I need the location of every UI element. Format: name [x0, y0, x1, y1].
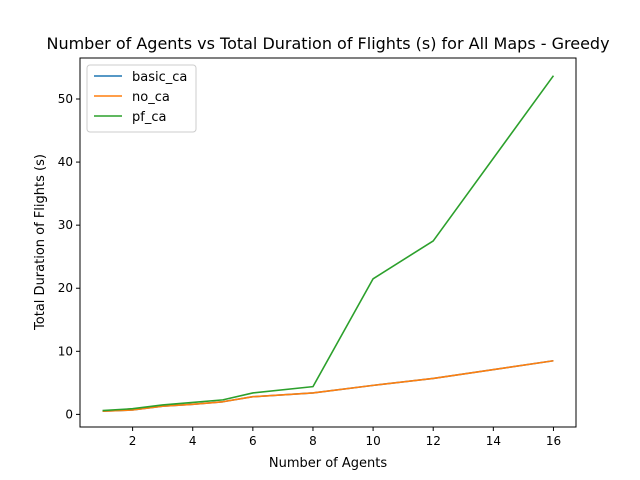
y-tick-label: 40	[58, 155, 73, 169]
series-line-pf-ca	[102, 75, 555, 412]
chart-title: Number of Agents vs Total Duration of Fl…	[46, 34, 609, 53]
series-lines	[102, 75, 555, 413]
y-tick-label: 10	[58, 344, 73, 358]
series-line-no-ca	[102, 359, 554, 413]
x-axis: 2 4 6 8 10 12 14 16	[129, 427, 561, 448]
y-axis-label: Total Duration of Flights (s)	[33, 154, 48, 331]
y-tick-label: 0	[65, 407, 73, 421]
x-tick-label: 16	[546, 434, 561, 448]
legend-label: no_ca	[132, 90, 170, 105]
x-tick-label: 14	[486, 434, 501, 448]
x-tick-label: 12	[426, 434, 441, 448]
x-tick-label: 4	[189, 434, 197, 448]
y-tick-label: 50	[58, 92, 73, 106]
x-tick-label: 8	[309, 434, 317, 448]
x-tick-label: 6	[249, 434, 257, 448]
legend-label: basic_ca	[132, 70, 187, 85]
x-tick-label: 2	[129, 434, 137, 448]
x-tick-label: 10	[365, 434, 380, 448]
plot-area	[79, 57, 577, 428]
x-axis-label: Number of Agents	[269, 456, 387, 471]
y-tick-label: 20	[58, 281, 73, 295]
y-axis: 0 10 20 30 40 50	[58, 92, 80, 421]
legend: basic_ca no_ca pf_ca	[86, 64, 197, 133]
y-tick-label: 30	[58, 218, 73, 232]
legend-label: pf_ca	[132, 110, 166, 125]
